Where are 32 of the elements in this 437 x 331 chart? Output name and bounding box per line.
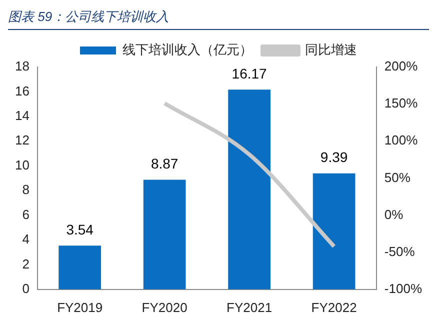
y2-tick-label: 0% [384,206,404,222]
y-tick-label: 6 [22,206,30,222]
legend-label: 同比增速 [305,42,357,58]
bar [143,180,186,290]
y2-tick-label: 150% [384,96,418,111]
y-tick-label: 12 [14,132,30,148]
y-tick-label: 16 [14,83,30,98]
data-label: 16.17 [232,65,268,82]
data-label: 3.54 [66,222,94,238]
bar [58,246,102,290]
x-tick-label: FY2020 [142,300,188,315]
y-tick-label: 14 [14,108,30,123]
data-label: 8.87 [150,156,178,172]
legend-label: 线下培训收入（亿元） [122,42,252,58]
y-tick-label: 2 [22,256,30,272]
data-label: 9.39 [320,149,348,166]
x-tick-label: FY2021 [226,300,272,315]
y2-tick-label: 100% [384,132,418,148]
y-tick-label: 18 [14,58,30,74]
y-tick-label: 8 [22,182,30,198]
y-tick-label: 4 [22,232,30,247]
x-tick-label: FY2019 [57,300,103,315]
y2-tick-label: -100% [384,280,422,296]
bar [312,173,356,290]
x-tick-label: FY2022 [311,300,357,315]
chart-title: 图表 59：公司线下培训收入 [8,8,429,30]
y2-tick-label: -50% [384,244,416,259]
y-tick-label: 10 [14,157,30,172]
bar [228,90,270,290]
y-tick-label: 0 [22,280,30,296]
y2-tick-label: 50% [384,170,411,185]
y2-tick-label: 200% [384,58,418,74]
